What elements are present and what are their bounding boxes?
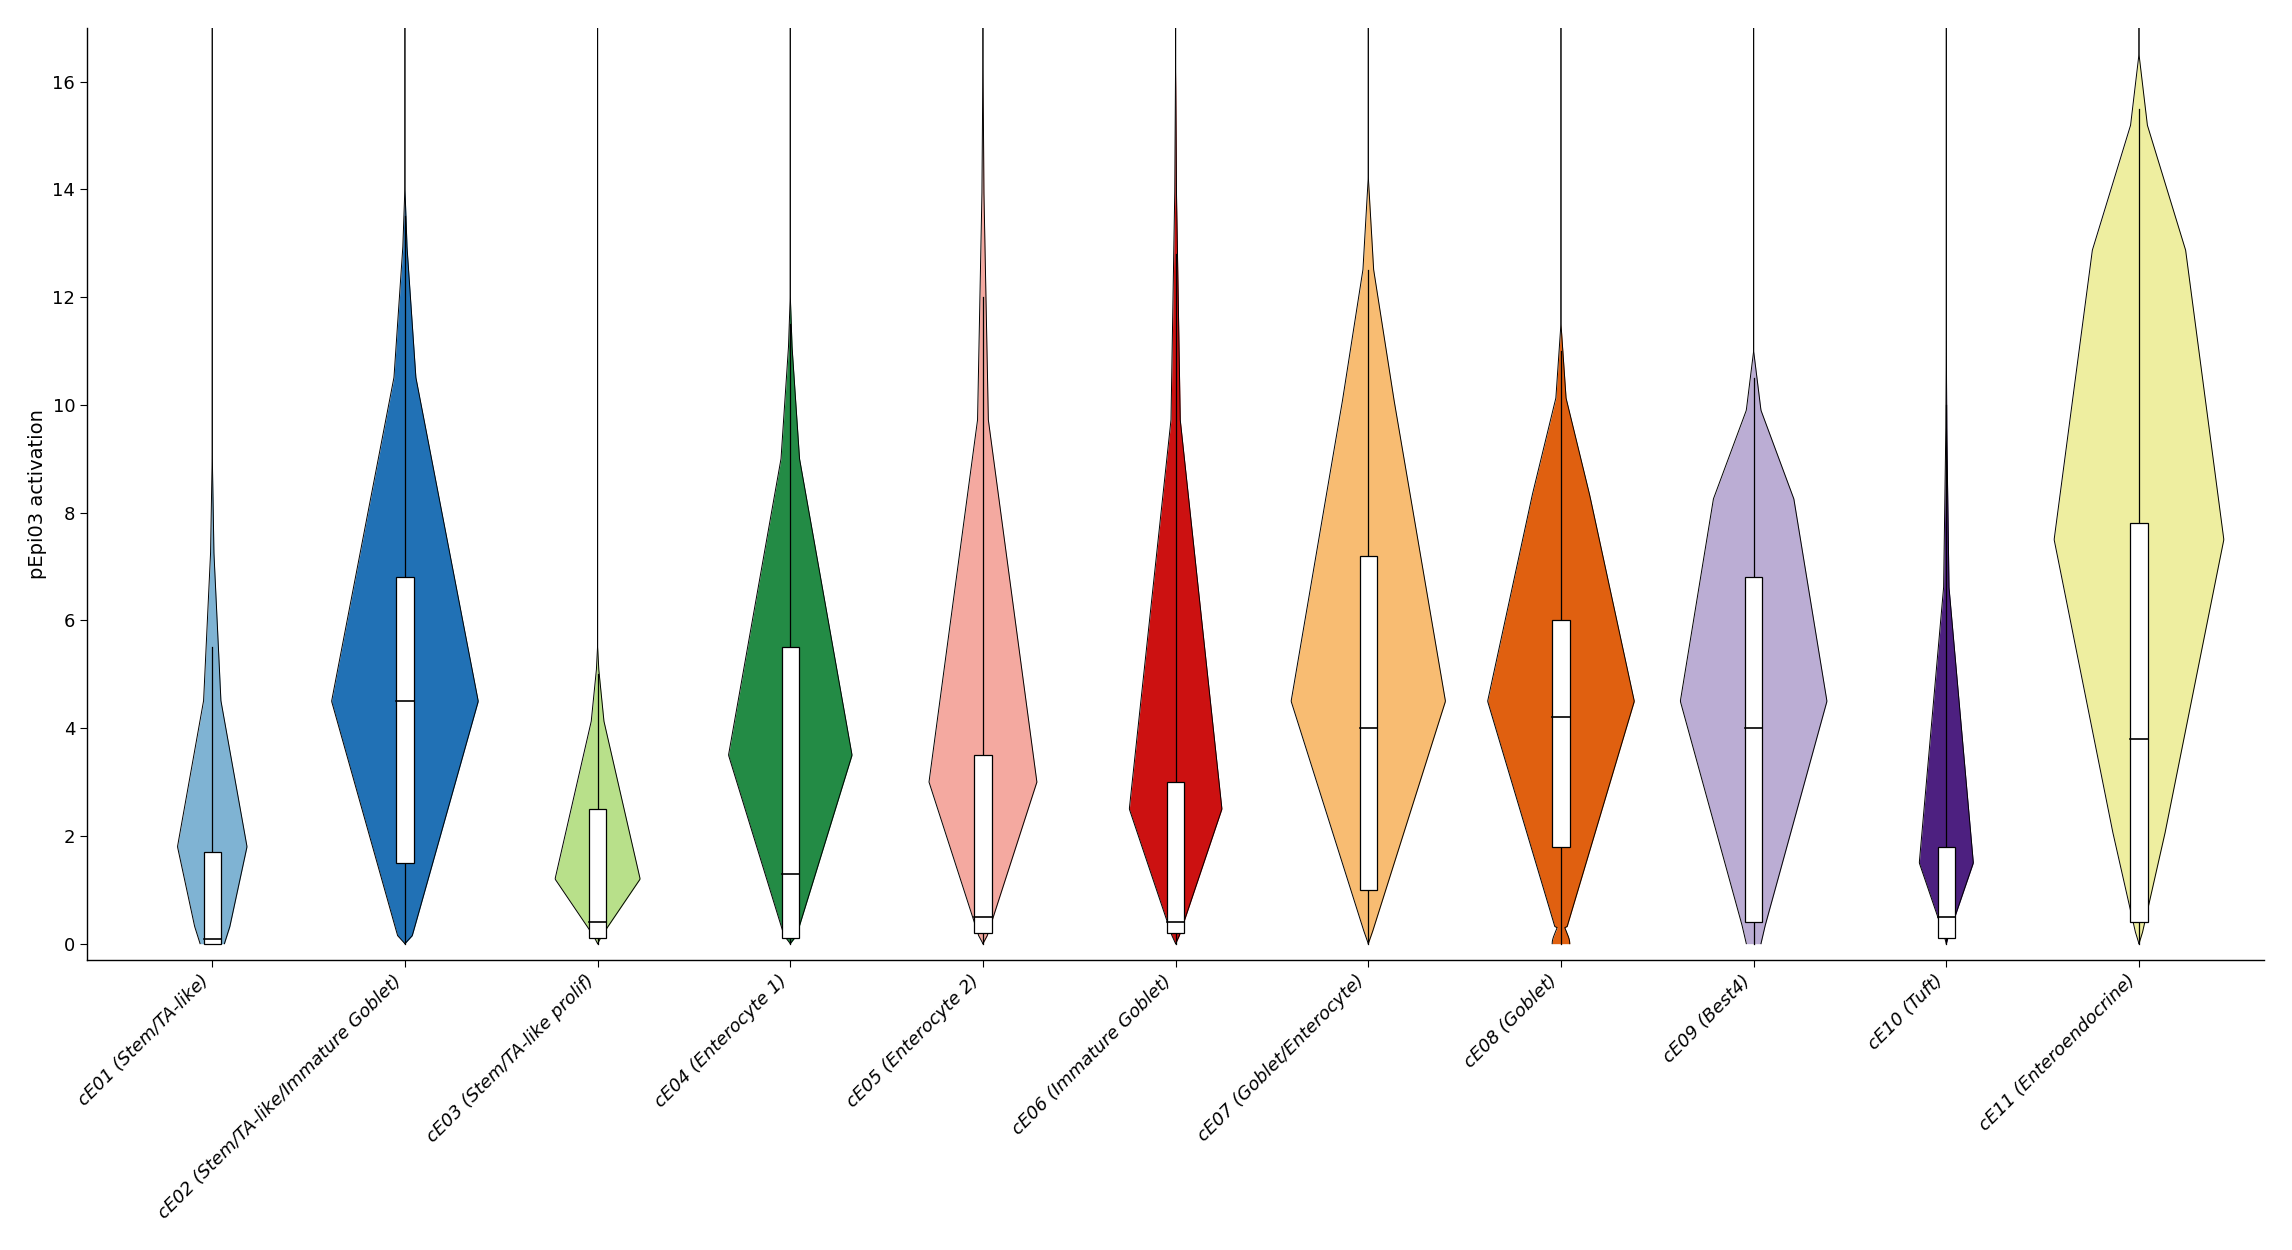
Bar xyxy=(589,809,607,939)
Bar xyxy=(397,578,413,862)
Bar xyxy=(204,853,220,944)
Bar xyxy=(1167,782,1185,932)
Bar xyxy=(974,755,992,932)
Bar xyxy=(1744,578,1763,922)
Bar xyxy=(1552,620,1570,846)
Y-axis label: pEpi03 activation: pEpi03 activation xyxy=(28,409,46,579)
Bar xyxy=(2129,524,2148,922)
Bar xyxy=(1937,846,1955,939)
Bar xyxy=(782,648,800,939)
Bar xyxy=(1359,556,1377,890)
